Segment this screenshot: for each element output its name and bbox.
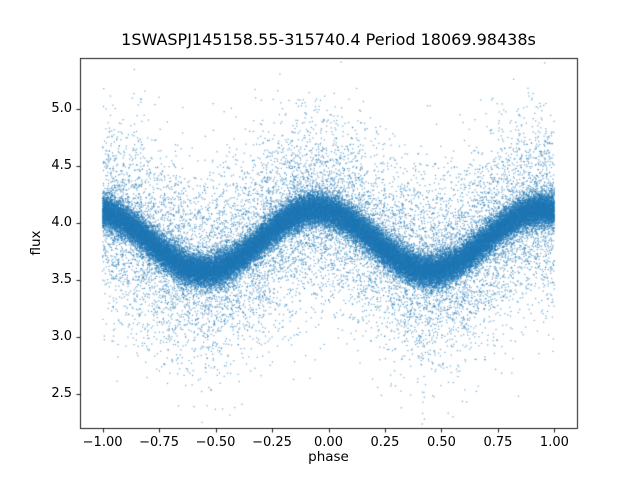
y-tick-label: 4.0 — [51, 215, 72, 231]
x-tick-label: 0.00 — [314, 435, 343, 450]
x-tick-label: 0.50 — [426, 435, 456, 450]
x-tick-label: −0.25 — [252, 435, 292, 450]
chart-title: 1SWASPJ145158.55-315740.4 Period 18069.9… — [121, 30, 536, 49]
y-tick-label: 4.5 — [51, 158, 72, 174]
x-tick-label: −0.50 — [195, 435, 236, 450]
y-tick-label: 2.5 — [51, 385, 72, 401]
y-tick-label: 3.0 — [51, 328, 72, 344]
y-tick-label: 3.5 — [51, 272, 72, 287]
x-tick-label: 0.75 — [483, 435, 513, 450]
y-axis-label: flux — [28, 230, 44, 256]
x-tick-label: 0.25 — [370, 435, 400, 450]
x-axis-label: phase — [308, 449, 349, 465]
y-tick-label: 5.0 — [51, 101, 72, 117]
x-tick-label: 1.00 — [539, 435, 569, 450]
x-tick-label: −1.00 — [82, 435, 123, 450]
x-tick-label: −0.75 — [139, 435, 179, 450]
